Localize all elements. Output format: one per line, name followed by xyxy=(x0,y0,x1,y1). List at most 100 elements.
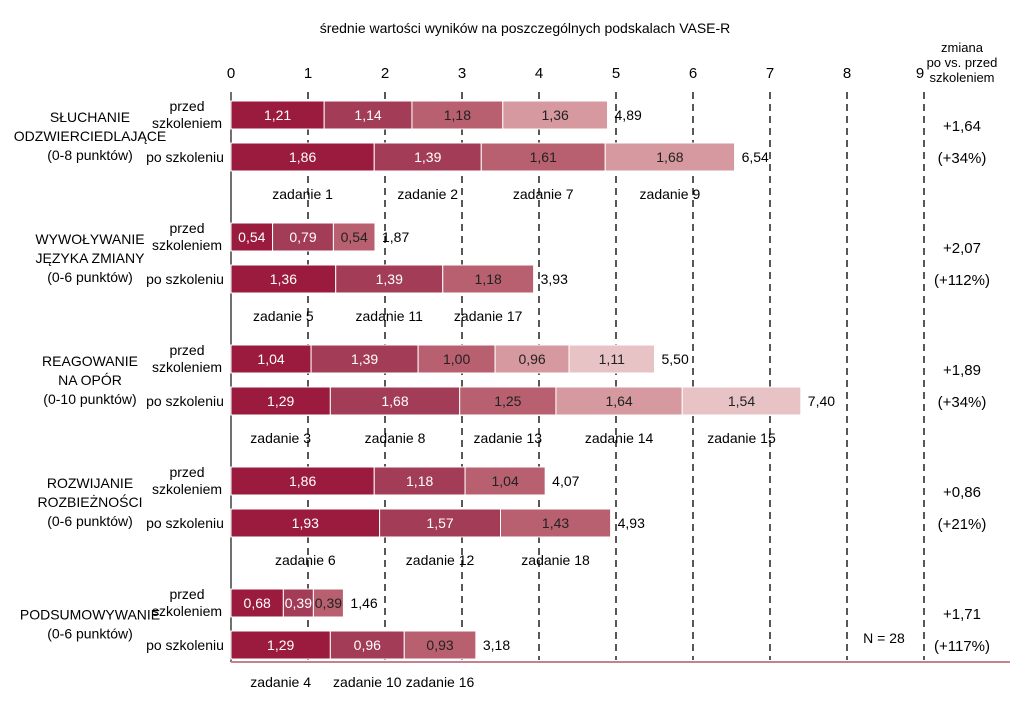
bar-value-label: 1,39 xyxy=(414,149,441,165)
bar-total-label: 1,46 xyxy=(350,595,377,611)
bar-value-label: 1,39 xyxy=(351,351,378,367)
bar-segment-before xyxy=(230,344,312,374)
bar-segment-before xyxy=(411,100,504,130)
bar-value-label: 1,25 xyxy=(494,393,521,409)
row-label-before: przed xyxy=(169,342,204,358)
bar-group: WYWOŁYWANIE JĘZYKA ZMIANY (0-6 punktów) prz… xyxy=(35,220,990,324)
row-label-after: po szkoleniu xyxy=(146,271,224,287)
bar-value-label: 1,36 xyxy=(270,271,297,287)
x-tick-label: 5 xyxy=(612,65,620,82)
category-label: ROZWIJANIE xyxy=(47,475,133,491)
category-label: (0-8 punktów) xyxy=(47,147,133,163)
bar-value-label: 1,61 xyxy=(530,149,557,165)
bar-segment-before xyxy=(417,344,496,374)
bar-segment-before xyxy=(494,344,570,374)
x-tick-label: 4 xyxy=(535,65,543,82)
row-label-before: szkoleniem xyxy=(152,359,222,375)
bar-group: ROZWIJANIE ROZBIEŻNOŚCI (0-6 punktów) przed… xyxy=(37,464,986,568)
bar-value-label: 1,00 xyxy=(443,351,470,367)
bar-total-label: 3,18 xyxy=(483,637,510,653)
category-label: PODSUMOWYWANIE xyxy=(20,607,160,623)
row-label-before: szkoleniem xyxy=(152,603,222,619)
bar-segment-after xyxy=(555,386,683,416)
task-label: zadanie 2 xyxy=(397,186,458,202)
bar-value-label: 1,86 xyxy=(289,473,316,489)
bar-total-label: 4,89 xyxy=(615,107,642,123)
task-label: zadanie 13 xyxy=(474,430,543,446)
bar-segment-after xyxy=(230,264,337,294)
x-tick-label: 3 xyxy=(458,65,466,82)
bar-segment-after xyxy=(442,264,535,294)
bar-segment-before xyxy=(332,222,376,252)
bar-total-label: 5,50 xyxy=(662,351,689,367)
bar-value-label: 1,18 xyxy=(475,271,502,287)
task-label: zadanie 3 xyxy=(250,430,311,446)
bar-group: SŁUCHANIE ODZWIERCIEDLAJĄCE (0-8 punktów) p… xyxy=(14,98,987,202)
x-tick-label: 0 xyxy=(227,65,235,82)
row-label-after: po szkoleniu xyxy=(146,393,224,409)
bar-segment-before xyxy=(312,588,344,618)
change-percent: (+117%) xyxy=(934,638,990,655)
x-tick-label: 8 xyxy=(843,65,851,82)
bar-segment-after xyxy=(335,264,444,294)
bar-groups: SŁUCHANIE ODZWIERCIEDLAJĄCE (0-8 punktów) p… xyxy=(14,98,990,690)
category-label: (0-6 punktów) xyxy=(47,626,133,642)
task-label: zadanie 11 xyxy=(356,308,424,324)
task-label: zadanie 7 xyxy=(513,186,574,202)
task-label: zadanie 17 xyxy=(454,308,523,324)
bar-segment-after xyxy=(230,142,375,172)
bar-total-label: 6,54 xyxy=(742,149,769,165)
bar-segment-before xyxy=(464,466,546,496)
row-label-after: po szkoleniu xyxy=(146,149,224,165)
task-label: zadanie 16 xyxy=(406,674,475,690)
bar-value-label: 1,11 xyxy=(599,351,625,367)
x-tick-label: 6 xyxy=(689,65,697,82)
x-tick-label: 2 xyxy=(381,65,389,82)
bar-value-label: 0,96 xyxy=(518,351,545,367)
change-header-line-2: po vs. przed xyxy=(927,55,998,70)
bar-value-label: 1,39 xyxy=(376,271,403,287)
bar-segment-after xyxy=(403,630,477,660)
category-label: NA OPÓR xyxy=(58,372,122,388)
bar-value-label: 1,36 xyxy=(542,107,569,123)
bar-value-label: 0,54 xyxy=(238,229,265,245)
change-percent: (+34%) xyxy=(938,394,987,411)
task-label: zadanie 10 xyxy=(333,674,402,690)
bar-value-label: 1,21 xyxy=(264,107,291,123)
bar-value-label: 0,96 xyxy=(354,637,381,653)
bar-value-label: 1,54 xyxy=(728,393,755,409)
category-label: (0-6 punktów) xyxy=(47,513,133,529)
change-percent: (+34%) xyxy=(938,150,987,167)
bar-group: PODSUMOWYWANIE (0-6 punktów) przedszkoleni… xyxy=(20,586,990,690)
bar-segment-before xyxy=(272,222,334,252)
bar-segment-before xyxy=(230,100,325,130)
bar-value-label: 0,93 xyxy=(426,637,453,653)
row-label-before: szkoleniem xyxy=(152,481,222,497)
bar-segment-after xyxy=(459,386,557,416)
change-header-line-3: szkoleniem xyxy=(929,70,994,85)
bar-value-label: 0,39 xyxy=(285,595,312,611)
bar-segment-after xyxy=(230,386,331,416)
bar-segment-before xyxy=(230,588,284,618)
category-label: ROZBIEŻNOŚCI xyxy=(37,493,142,510)
row-label-before: szkoleniem xyxy=(152,237,222,253)
bar-value-label: 1,18 xyxy=(406,473,433,489)
bar-value-label: 1,29 xyxy=(267,393,294,409)
row-label-before: przed xyxy=(169,586,204,602)
sample-size-note: N = 28 xyxy=(863,630,905,646)
bar-total-label: 4,07 xyxy=(552,473,579,489)
task-label: zadanie 6 xyxy=(275,552,336,568)
row-label-after: po szkoleniu xyxy=(146,637,224,653)
task-label: zadanie 9 xyxy=(640,186,701,202)
change-value: +1,64 xyxy=(943,118,981,135)
row-label-before: przed xyxy=(169,464,204,480)
bar-value-label: 1,43 xyxy=(542,515,569,531)
bar-segment-after xyxy=(604,142,736,172)
change-value: +0,86 xyxy=(943,484,981,501)
bar-segment-after xyxy=(379,508,501,538)
bar-value-label: 1,68 xyxy=(381,393,408,409)
bar-segment-after xyxy=(681,386,802,416)
bar-segment-before xyxy=(230,466,375,496)
row-label-before: przed xyxy=(169,98,204,114)
change-percent: (+112%) xyxy=(934,272,990,289)
